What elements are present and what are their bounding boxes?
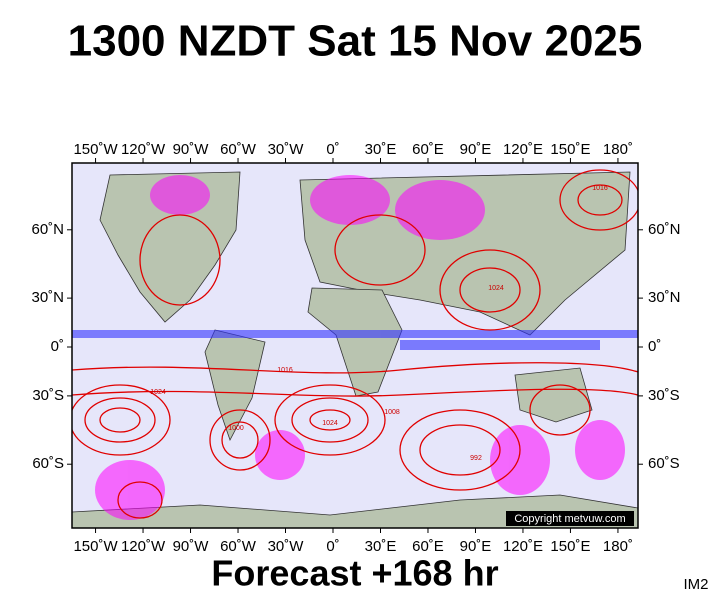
lon-tick-label: 150˚E	[550, 141, 590, 158]
lat-tick-label: 30˚N	[648, 289, 681, 306]
lon-tick-label: 120˚W	[121, 141, 166, 158]
isobar-label: 1024	[488, 285, 504, 292]
isobar-label: 1008	[384, 409, 400, 416]
lon-tick-label: 60˚W	[220, 141, 257, 158]
lat-tick-label: 30˚N	[31, 289, 64, 306]
lat-tick-label: 60˚N	[31, 221, 64, 238]
isobar-label: 1016	[592, 185, 608, 192]
map-area: 1016 1024 1024 1008 1000 992 1016 1024	[72, 163, 638, 528]
lon-tick-label: 180˚	[603, 538, 633, 555]
lon-tick-label: 180˚	[603, 141, 633, 158]
lon-tick-label: 150˚W	[73, 538, 118, 555]
lon-tick-label: 150˚E	[550, 538, 590, 555]
lon-tick-label: 30˚E	[365, 538, 397, 555]
lat-tick-label: 60˚S	[648, 455, 680, 472]
lat-tick-label: 0˚	[648, 338, 661, 355]
copyright: Copyright metvuw.com	[514, 513, 625, 525]
map-frame	[71, 162, 639, 529]
lon-tick-label: 120˚W	[121, 538, 166, 555]
lon-tick-label: 120˚E	[503, 141, 543, 158]
lon-tick-label: 30˚W	[268, 141, 305, 158]
lon-tick-label: 150˚W	[73, 141, 118, 158]
isobar-label: 1016	[277, 367, 293, 374]
forecast-label: Forecast +168 hr	[211, 553, 498, 594]
lat-tick-label: 60˚N	[648, 221, 681, 238]
image-id: IM2	[683, 576, 708, 593]
lon-tick-label: 30˚W	[268, 538, 305, 555]
isobar-labels: 1016 1024 1024 1008 1000 992 1016 1024	[150, 185, 608, 462]
lat-tick-label: 30˚S	[648, 387, 680, 404]
isobar-label: 1024	[150, 389, 166, 396]
lon-tick-label: 90˚E	[460, 538, 492, 555]
lon-tick-label: 0˚	[326, 141, 339, 158]
lat-tick-label: 30˚S	[32, 387, 64, 404]
lon-tick-label: 30˚E	[365, 141, 397, 158]
isobar-label: 1024	[322, 420, 338, 427]
lon-tick-label: 60˚E	[412, 141, 444, 158]
isobar-label: 1000	[228, 425, 244, 432]
copyright-box	[506, 511, 634, 526]
lon-tick-label: 90˚W	[173, 141, 210, 158]
lon-tick-label: 90˚E	[460, 141, 492, 158]
title: 1300 NZDT Sat 15 Nov 2025	[68, 17, 643, 66]
lon-tick-label: 60˚W	[220, 538, 257, 555]
lon-tick-label: 90˚W	[173, 538, 210, 555]
lat-tick-label: 60˚S	[32, 455, 64, 472]
lon-tick-label: 0˚	[326, 538, 339, 555]
lon-tick-label: 60˚E	[412, 538, 444, 555]
isobar-label: 992	[470, 455, 482, 462]
lat-tick-label: 0˚	[51, 338, 64, 355]
lon-tick-label: 120˚E	[503, 538, 543, 555]
